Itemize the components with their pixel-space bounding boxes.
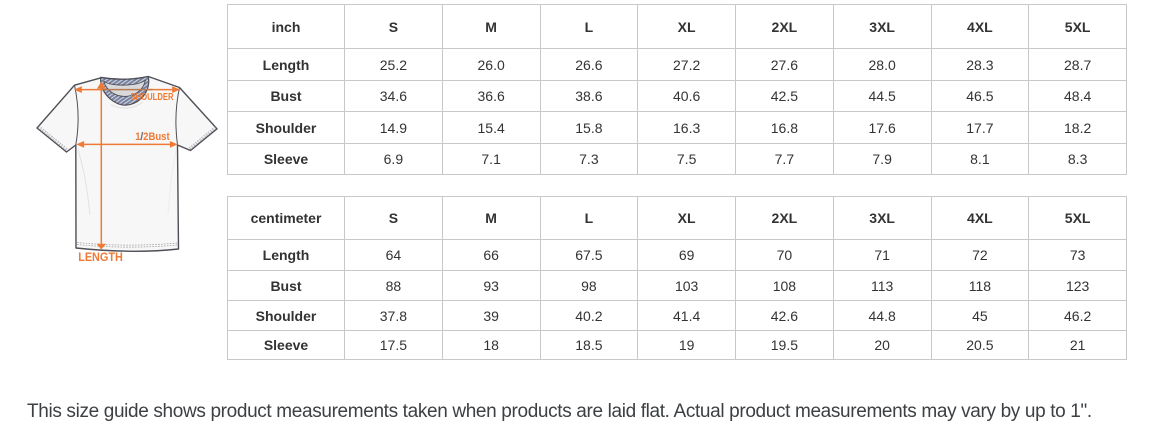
- svg-text:SHOULDER: SHOULDER: [131, 91, 174, 103]
- svg-text:LENGTH: LENGTH: [78, 252, 123, 264]
- svg-text:/: /: [140, 131, 143, 143]
- svg-text:1/2Bust: 1/2Bust: [135, 131, 170, 143]
